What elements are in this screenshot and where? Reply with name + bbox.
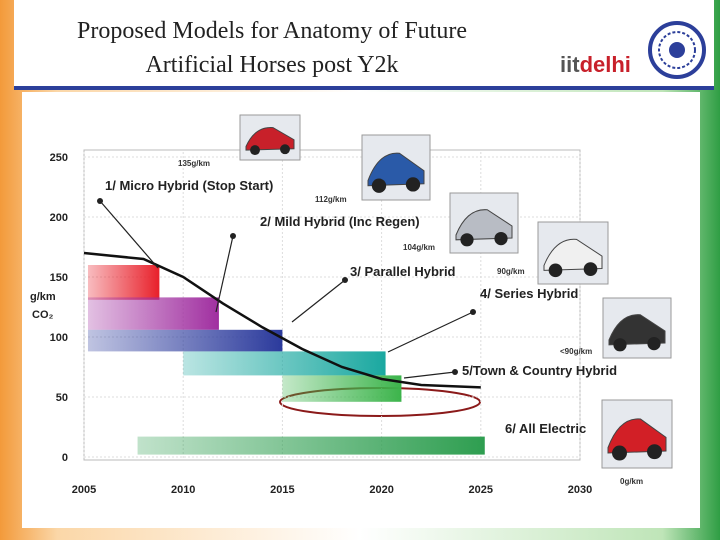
model-label: 3/ Parallel Hybrid bbox=[350, 264, 456, 279]
car-wheel bbox=[371, 178, 387, 193]
emission-note: <90g/km bbox=[560, 347, 592, 356]
pointer-dot bbox=[452, 369, 458, 375]
range-bar bbox=[183, 351, 386, 376]
model-label: 5/Town & Country Hybrid bbox=[462, 363, 617, 378]
y-tick-label: 250 bbox=[50, 152, 68, 164]
car-body bbox=[543, 238, 603, 271]
y-tick-label: 100 bbox=[50, 332, 68, 344]
x-tick-label: 2005 bbox=[72, 484, 96, 496]
model-label: 4/ Series Hybrid bbox=[480, 286, 578, 301]
car-body bbox=[607, 418, 667, 454]
car-body bbox=[608, 314, 666, 346]
car-image bbox=[239, 114, 301, 161]
emission-note: 0g/km bbox=[620, 477, 643, 486]
pointer-line bbox=[291, 279, 346, 323]
x-tick-label: 2015 bbox=[270, 484, 294, 496]
car-body bbox=[245, 127, 295, 151]
model-label: 6/ All Electric bbox=[505, 421, 586, 436]
range-bar bbox=[87, 297, 219, 330]
pointer-line bbox=[387, 311, 474, 353]
car-wheel bbox=[613, 338, 627, 352]
range-bar bbox=[87, 265, 160, 300]
car-wheel bbox=[583, 262, 598, 276]
emission-note: 135g/km bbox=[178, 159, 210, 168]
y-tick-label: 0 bbox=[62, 452, 68, 464]
car-body bbox=[455, 209, 513, 241]
car-image bbox=[537, 221, 609, 285]
car-image bbox=[449, 192, 519, 254]
logo-part: delhi bbox=[580, 52, 631, 77]
car-wheel bbox=[405, 177, 421, 192]
x-tick-label: 2030 bbox=[568, 484, 592, 496]
emission-note: 104g/km bbox=[403, 243, 435, 252]
pointer-dot bbox=[342, 277, 348, 283]
pointer-dot bbox=[230, 233, 236, 239]
y-tick-label: 200 bbox=[50, 212, 68, 224]
x-tick-label: 2020 bbox=[369, 484, 393, 496]
car-wheel bbox=[460, 233, 474, 247]
slide-title: Proposed Models for Anatomy of Future bbox=[77, 18, 467, 44]
car-image bbox=[601, 399, 673, 469]
car-wheel bbox=[548, 263, 563, 278]
y-axis-label: CO₂ bbox=[32, 309, 54, 321]
x-tick-label: 2010 bbox=[171, 484, 195, 496]
logo-text: iitdelhi bbox=[560, 52, 631, 77]
model-label: 1/ Micro Hybrid (Stop Start) bbox=[105, 178, 273, 193]
pointer-dot bbox=[97, 198, 103, 204]
logo-part: iit bbox=[560, 52, 580, 77]
emission-note: 90g/km bbox=[497, 267, 525, 276]
car-wheel bbox=[647, 337, 661, 351]
title-rule bbox=[14, 86, 714, 90]
car-wheel bbox=[647, 444, 662, 460]
emission-note: 112g/km bbox=[315, 195, 347, 204]
slide-title: Artificial Horses post Y2k bbox=[145, 52, 398, 78]
x-tick-label: 2025 bbox=[469, 484, 493, 496]
pointer-line bbox=[99, 200, 159, 269]
title-area bbox=[14, 0, 714, 88]
car-wheel bbox=[494, 232, 508, 246]
car-image bbox=[361, 134, 431, 201]
logo-emblem bbox=[648, 21, 706, 79]
pointer-line bbox=[403, 371, 456, 379]
car-image bbox=[602, 297, 672, 359]
pointer-line bbox=[215, 235, 234, 313]
model-label: 2/ Mild Hybrid (Inc Regen) bbox=[260, 214, 420, 229]
trend-line bbox=[83, 251, 481, 389]
range-bar bbox=[137, 436, 485, 455]
y-axis-label: g/km bbox=[30, 291, 56, 303]
car-wheel bbox=[250, 145, 260, 156]
pointer-dot bbox=[470, 309, 476, 315]
car-body bbox=[367, 152, 425, 187]
car-wheel bbox=[612, 445, 627, 461]
y-tick-label: 50 bbox=[56, 392, 68, 404]
y-tick-label: 150 bbox=[50, 272, 68, 284]
range-bar bbox=[87, 329, 283, 352]
car-wheel bbox=[280, 144, 290, 155]
